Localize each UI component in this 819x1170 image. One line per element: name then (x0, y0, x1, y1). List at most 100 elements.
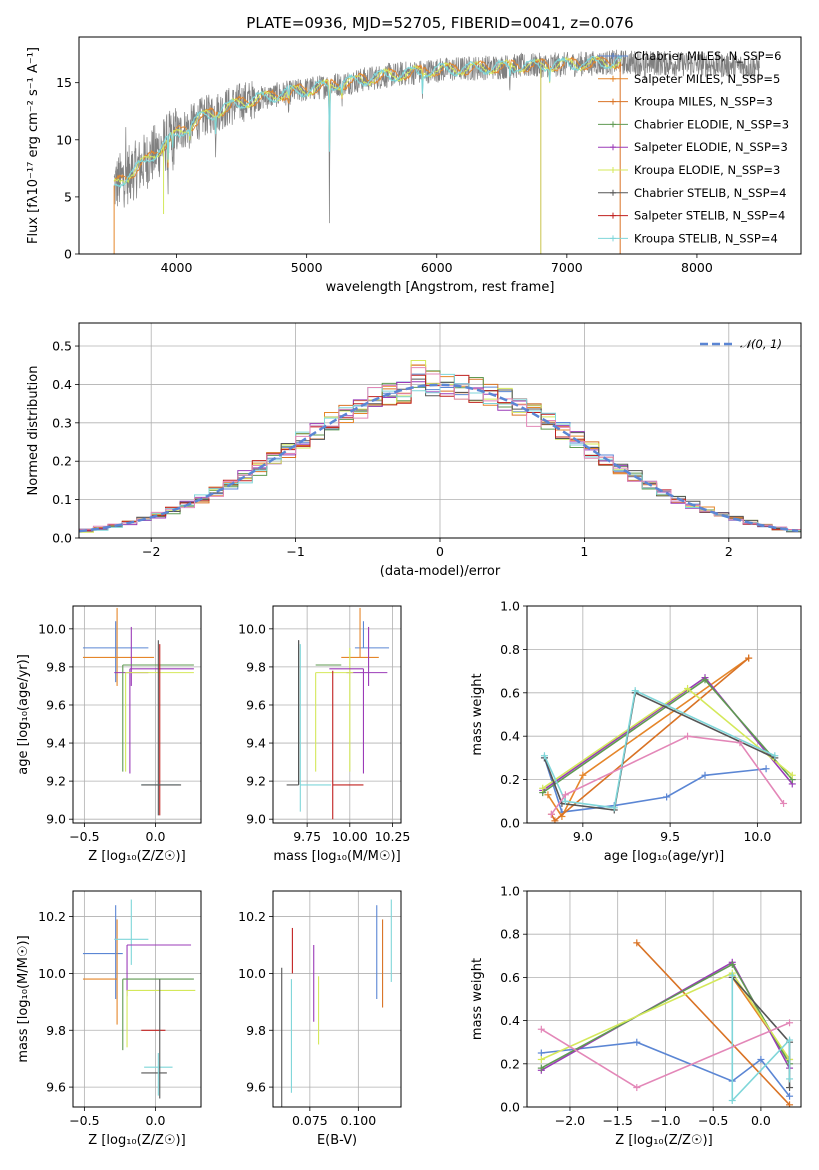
residuals-axes: −2 −1 0 1 2 0.0 0.1 0.2 0.3 0.4 0.5 (data-model)/er… (26, 323, 801, 579)
massweight_vs_age-point (788, 771, 796, 779)
massweight_vs_Z-ytick-label: 0.0 (500, 1100, 520, 1115)
massweight_vs_age-ytick-label: 0.4 (500, 729, 520, 744)
residuals-xtick-label: 0 (436, 544, 444, 559)
massweight_vs_Z-ylabel: mass weight (470, 958, 485, 1040)
residuals-xlabel: (data-model)/error (380, 564, 501, 579)
massweight_vs_age-point (539, 784, 547, 792)
spectrum-legend-label: Kroupa ELODIE, N_SSP=3 (634, 163, 780, 177)
massweight_vs_age-ytick-label: 1.0 (500, 599, 520, 614)
age_vs_mass-xtick-label: 10.00 (332, 829, 368, 844)
age_vs_Z-ytick-label: 9.2 (46, 774, 66, 789)
massweight_vs_age-point (551, 817, 559, 823)
mass_vs_Z-xlabel: Z [log₁₀(Z/Z☉)] (88, 1133, 185, 1148)
age_vs_Z-ytick-label: 9.8 (46, 659, 66, 674)
mass_vs_Z-errorbar (82, 919, 118, 1025)
spectrum-legend-label: Kroupa MILES, N_SSP=3 (634, 95, 773, 109)
spectrum-ytick-label: 15 (56, 75, 72, 90)
mass_vs_Z-errorbar (114, 899, 149, 965)
age_vs_mass-axes: 9.75 10.00 10.25 9.0 9.2 9.4 9.6 9.8 10.0 mass [l… (238, 606, 410, 864)
age_vs_Z-axes: −0.5 0.0 9.0 9.2 9.4 9.6 9.8 10.0 Z [log₁₀(Z/Z☉)… (16, 606, 201, 864)
massweight_vs_age-point (631, 687, 639, 695)
massweight_vs_Z-ytick-label: 0.2 (500, 1056, 520, 1071)
age_vs_Z-ytick-label: 10.0 (38, 621, 66, 636)
residuals-xtick-label: 1 (580, 544, 588, 559)
massweight_vs_age-point (610, 804, 618, 812)
age_vs_mass-ytick-label: 9.6 (246, 697, 266, 712)
age_vs_Z-frame (72, 605, 202, 824)
age_vs_mass-errorbar (341, 607, 379, 658)
massweight_vs_Z-xtick-label: −0.5 (698, 1113, 728, 1128)
residuals-ytick-label: 0.5 (52, 339, 72, 354)
massweight_vs_Z-ytick-label: 1.0 (500, 884, 520, 899)
age_vs_mass-ytick-label: 9.2 (246, 774, 266, 789)
massweight_vs_age-xlabel: age [log₁₀(age/yr)] (604, 849, 725, 864)
spectrum-ytick-label: 5 (64, 189, 72, 204)
age_vs_Z-errorbar (82, 621, 149, 683)
mass_vs_EBV-xlabel: E(B-V) (317, 1133, 357, 1148)
massweight_vs_Z-point (537, 1064, 545, 1072)
mass_vs_EBV-frame (272, 890, 402, 1108)
massweight_vs_Z-ytick-label: 0.4 (500, 1013, 520, 1028)
massweight_vs_Z-point (786, 1019, 794, 1027)
age_vs_Z-xtick-label: 0.0 (146, 829, 166, 844)
age_vs_Z-xlabel: Z [log₁₀(Z/Z☉)] (88, 849, 185, 864)
massweight_vs_Z-xtick-label: 0.0 (751, 1113, 771, 1128)
massweight_vs_age-point (762, 765, 770, 773)
mass_vs_Z-errorbar (82, 905, 123, 999)
massweight_vs_Z-point (537, 1055, 545, 1063)
residuals-legend: 𝒩(0, 1) (700, 337, 782, 351)
massweight_vs_Z-point (786, 1101, 794, 1107)
spectrum-ytick-label: 0 (64, 247, 72, 262)
age_vs_mass-xtick-label: 10.25 (375, 829, 411, 844)
residuals-ytick-label: 0.3 (52, 415, 72, 430)
age_vs_Z-errorbar (129, 668, 194, 774)
residuals-ytick-label: 0.1 (52, 492, 72, 507)
spectrum-legend-label: Salpeter MILES, N_SSP=5 (634, 72, 780, 86)
massweight_vs_Z-axes: −2.0 −1.5 −1.0 −0.5 0.0 0.0 0.2 0.4 0.6 0.8 1.0 Z [… (470, 884, 801, 1148)
massweight_vs_Z-xtick-label: −2.0 (555, 1113, 585, 1128)
age_vs_mass-errorbar (299, 644, 332, 812)
age_vs_Z-ytick-label: 9.6 (46, 697, 66, 712)
mass_vs_Z-ytick-label: 9.6 (46, 1080, 66, 1095)
spectrum-legend-label: Chabrier STELIB, N_SSP=4 (634, 186, 786, 200)
spectrum-ytick-label: 10 (56, 132, 72, 147)
figure-title: PLATE=0936, MJD=52705, FIBERID=0041, z=0… (246, 14, 633, 32)
spectrum-model-line (113, 55, 622, 183)
massweight_vs_Z-xlabel: Z [log₁₀(Z/Z☉)] (615, 1133, 712, 1148)
mass_vs_Z-xtick-label: −0.5 (69, 1113, 99, 1128)
mass_vs_Z-errorbar (126, 944, 192, 997)
age_vs_Z-ytick-label: 9.0 (46, 812, 66, 827)
massweight_vs_Z-xtick-label: −1.0 (650, 1113, 680, 1128)
massweight_vs_age-xtick-label: 10.0 (743, 829, 771, 844)
mass_vs_EBV-ytick-label: 9.8 (246, 1023, 266, 1038)
massweight_vs_age-point (771, 752, 779, 760)
age_vs_mass-ytick-label: 10.0 (238, 621, 266, 636)
massweight_vs_Z-point (757, 1055, 765, 1063)
massweight_vs_age-point (736, 739, 744, 747)
residuals-xtick-label: −2 (142, 544, 160, 559)
mass_vs_Z-ylabel: mass [log₁₀(M/M☉)] (16, 935, 31, 1062)
mass_vs_Z-xtick-label: 0.0 (146, 1113, 166, 1128)
mass_vs_EBV-xtick-label: 0.075 (292, 1113, 328, 1128)
age_vs_mass-ytick-label: 9.0 (246, 812, 266, 827)
residuals-legend-label: 𝒩(0, 1) (740, 337, 782, 351)
spectrum-xtick-label: 7000 (551, 260, 583, 275)
mass_vs_EBV-ytick-label: 10.2 (238, 909, 266, 924)
spectrum-legend-label: Chabrier MILES, N_SSP=6 (634, 49, 781, 63)
massweight_vs_age-point (561, 797, 569, 805)
massweight_vs_Z-point (537, 1049, 545, 1057)
massweight_vs_Z-point (633, 939, 641, 947)
massweight_vs_age-point (701, 676, 709, 684)
massweight_vs_age-axes: 9.0 9.5 10.0 0.0 0.2 0.4 0.6 0.8 1.0 age [log₁₀(a… (470, 599, 801, 864)
residuals-ytick-label: 0.2 (52, 454, 72, 469)
age_vs_mass-ytick-label: 9.4 (246, 736, 266, 751)
massweight_vs_age-ytick-label: 0.8 (500, 642, 520, 657)
massweight_vs_Z-point (728, 971, 736, 979)
massweight_vs_age-point (579, 771, 587, 779)
massweight_vs_age-xtick-label: 9.0 (573, 829, 593, 844)
massweight_vs_Z-point (786, 1092, 794, 1100)
massweight_vs_age-line (542, 676, 793, 792)
residuals-xtick-label: 2 (725, 544, 733, 559)
massweight_vs_Z-point (786, 1084, 794, 1092)
